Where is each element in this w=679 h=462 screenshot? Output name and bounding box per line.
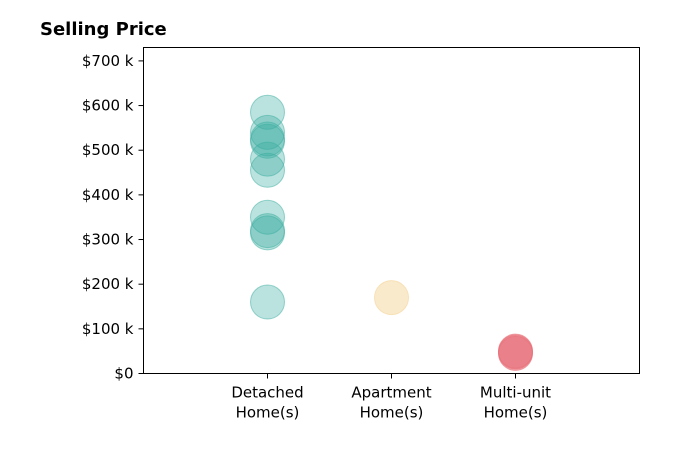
chart-title: Selling Price <box>40 19 167 40</box>
y-tick-label: $300 k <box>82 231 134 249</box>
data-point <box>250 152 285 188</box>
y-tick-label: $400 k <box>82 186 134 204</box>
plot-frame <box>143 47 640 374</box>
data-point <box>250 141 285 177</box>
data-point <box>250 284 285 320</box>
x-tick-label: Apartment <box>351 384 431 402</box>
x-tick-label: Home(s) <box>236 404 300 422</box>
x-tick-label: Home(s) <box>484 404 548 422</box>
x-tick-label: Detached <box>231 384 303 402</box>
data-point <box>250 215 285 251</box>
data-point <box>250 199 285 235</box>
x-axis: Detached Home(s) Apartment Home(s) Multi-uni… <box>231 373 551 422</box>
y-tick-label: $100 k <box>82 320 134 338</box>
points-layer <box>250 94 533 371</box>
y-tick-label: $700 k <box>82 52 134 70</box>
y-tick-label: $0 <box>114 365 133 383</box>
y-tick-label: $500 k <box>82 141 134 159</box>
y-tick-label: $600 k <box>82 97 134 115</box>
data-point <box>498 335 533 371</box>
x-tick-label: Home(s) <box>360 404 424 422</box>
data-point <box>374 280 409 316</box>
y-tick-label: $200 k <box>82 275 134 293</box>
data-point <box>250 123 285 159</box>
x-tick-label: Multi-unit <box>480 384 551 402</box>
y-axis: $0 $100 k $200 k $300 k $400 k $500 k $600 k $7… <box>82 52 144 383</box>
data-point <box>250 94 285 130</box>
